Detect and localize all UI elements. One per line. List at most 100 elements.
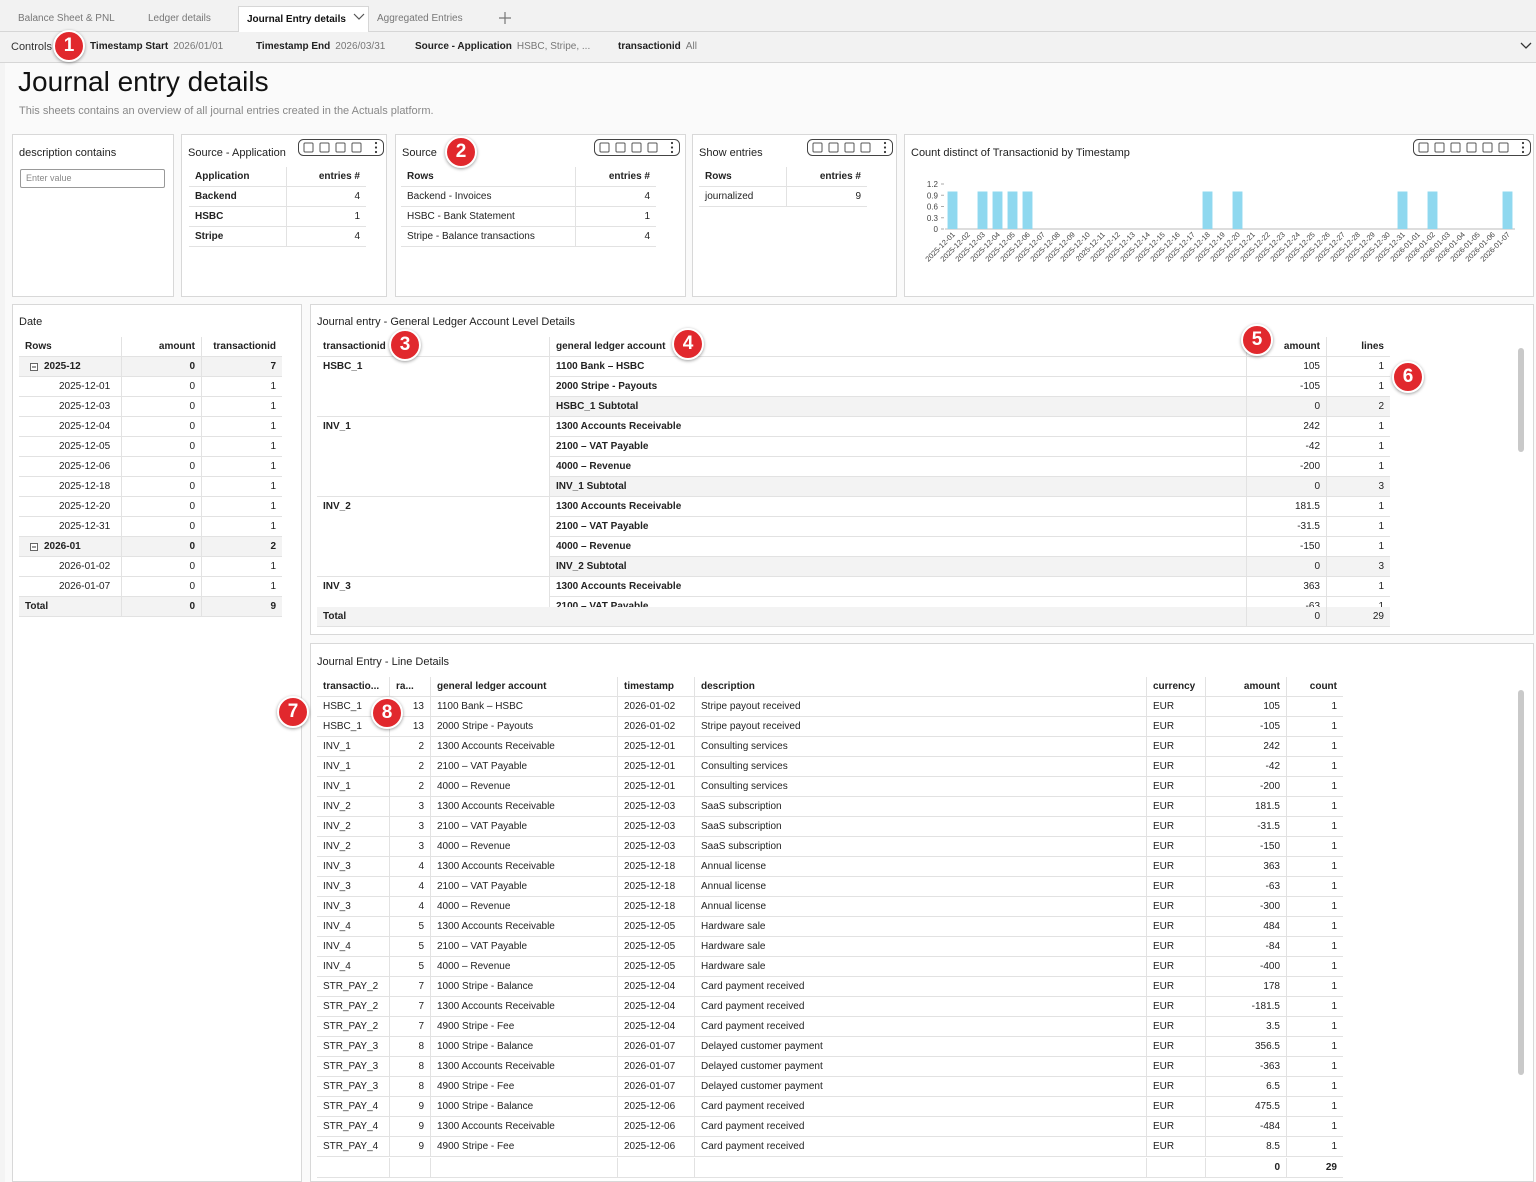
table-cell: 0 xyxy=(122,557,202,577)
control-value: All xyxy=(685,41,697,52)
menu-dot xyxy=(374,150,378,154)
table-cell: 1300 Accounts Receivable xyxy=(431,997,618,1017)
control[interactable]: transactionid All xyxy=(618,32,697,62)
table-cell: 6.5 xyxy=(1206,1077,1287,1097)
table-cell: 1 xyxy=(1327,357,1390,377)
table-cell: 4 xyxy=(287,227,366,247)
table-cell: EUR xyxy=(1147,897,1206,917)
table-cell: 9 xyxy=(390,1097,431,1117)
table-cell: 3 xyxy=(1327,557,1390,577)
table-cell: HSBC xyxy=(189,207,287,227)
table-cell: -31.5 xyxy=(1247,517,1327,537)
control[interactable]: Timestamp End 2026/03/31 xyxy=(256,32,385,62)
menu-dot xyxy=(1521,150,1525,154)
table-cell: INV_3 xyxy=(317,877,390,897)
panel-title: description contains xyxy=(19,147,117,159)
table-cell: 1 xyxy=(202,377,282,397)
bar xyxy=(1007,191,1018,229)
table-cell: STR_PAY_4 xyxy=(317,1117,390,1137)
text-input[interactable]: Enter value xyxy=(20,169,165,188)
column-header: timestamp xyxy=(618,677,695,697)
panel-title: Count distinct of Transactionid by Times… xyxy=(911,147,1130,159)
table-cell: 1 xyxy=(1287,1117,1343,1137)
table-cell: 2025-12-05 xyxy=(19,437,122,457)
table-cell: Consulting services xyxy=(695,737,1147,757)
table-cell: 3 xyxy=(390,797,431,817)
panel xyxy=(12,134,174,297)
table-cell: 0 xyxy=(1247,607,1327,627)
table-cell: 1 xyxy=(202,397,282,417)
collapse-toggle xyxy=(30,543,38,551)
table-cell: 0 xyxy=(122,537,202,557)
table-cell: 1300 Accounts Receivable xyxy=(431,797,618,817)
toolbar-frame xyxy=(807,139,893,156)
table-cell: -150 xyxy=(1206,837,1287,857)
column-header: general ledger account xyxy=(431,677,618,697)
toolbar-icon xyxy=(1482,142,1493,153)
panel-title: Date xyxy=(19,316,43,328)
toolbar-icon xyxy=(335,142,346,153)
control-label: Timestamp Start xyxy=(90,41,169,52)
table-cell: 1 xyxy=(1287,1077,1343,1097)
table-cell: Backend - Invoices xyxy=(401,187,576,207)
menu-dot xyxy=(670,146,674,149)
table-cell: 2100 – VAT Payable xyxy=(550,517,1247,537)
tab[interactable]: Ledger details xyxy=(148,13,211,24)
table-cell: INV_4 xyxy=(317,937,390,957)
toolbar-icon xyxy=(615,142,626,153)
table-cell: INV_2 xyxy=(317,817,390,837)
control-label: Timestamp End xyxy=(256,41,331,52)
table-cell: 2025-12-18 xyxy=(19,477,122,497)
toolbar-icon xyxy=(812,142,823,153)
panel-title: Journal Entry - Line Details xyxy=(317,656,450,668)
table-cell: 1 xyxy=(1327,497,1390,517)
table-cell: 2026-01-07 xyxy=(618,1037,695,1057)
table-cell: 7 xyxy=(390,977,431,997)
table-cell: 4900 Stripe - Fee xyxy=(431,1137,618,1157)
table-cell: 2025-12-04 xyxy=(618,977,695,997)
table-cell: 2 xyxy=(390,777,431,797)
table-cell: 5 xyxy=(390,957,431,977)
table-cell: EUR xyxy=(1147,1077,1206,1097)
menu-dot xyxy=(883,146,887,149)
table-cell: 2026-01-07 xyxy=(618,1077,695,1097)
table-cell: 1300 Accounts Receivable xyxy=(431,857,618,877)
group-label: 2026-01 xyxy=(19,537,122,557)
annotation-badge: 8 xyxy=(371,697,403,729)
table-cell: 1 xyxy=(1287,757,1343,777)
table-cell: 0 xyxy=(122,597,202,617)
table-cell: 9 xyxy=(202,597,282,617)
table-cell: 2025-12-03 xyxy=(618,837,695,857)
table-cell: 475.5 xyxy=(1206,1097,1287,1117)
visual-toolbar xyxy=(807,139,893,156)
table-cell: 1 xyxy=(1287,937,1343,957)
table-cell: -84 xyxy=(1206,937,1287,957)
tab[interactable]: Balance Sheet & PNL xyxy=(18,13,115,24)
table-cell: 1 xyxy=(1287,997,1343,1017)
table-cell: 9 xyxy=(787,187,867,207)
table-cell: 1 xyxy=(1327,437,1390,457)
table-cell: STR_PAY_4 xyxy=(317,1137,390,1157)
control[interactable]: Source - Application HSBC, Stripe, ... xyxy=(415,32,590,62)
table-cell: 2025-12-06 xyxy=(618,1137,695,1157)
panel-title: Source xyxy=(402,147,437,159)
table-cell: EUR xyxy=(1147,777,1206,797)
table-cell: INV_1 xyxy=(317,777,390,797)
table-cell: 0 xyxy=(122,377,202,397)
table-cell: 4900 Stripe - Fee xyxy=(431,1077,618,1097)
table-cell: INV_2 xyxy=(317,837,390,857)
bar xyxy=(992,191,1003,229)
tab[interactable]: Journal Entry details xyxy=(238,6,369,32)
table-cell: EUR xyxy=(1147,997,1206,1017)
table-cell: 1 xyxy=(1287,957,1343,977)
table-cell: -105 xyxy=(1247,377,1327,397)
table-cell: 0 xyxy=(122,517,202,537)
table-cell: 1 xyxy=(202,517,282,537)
control[interactable]: Timestamp Start 2026/01/01 xyxy=(90,32,223,62)
table-cell: -484 xyxy=(1206,1117,1287,1137)
tab[interactable]: Aggregated Entries xyxy=(377,13,463,24)
column-header: amount xyxy=(1206,677,1287,697)
table-cell: 2025-12-03 xyxy=(618,817,695,837)
table-cell: 1 xyxy=(1287,857,1343,877)
table-cell: 2025-12-06 xyxy=(19,457,122,477)
